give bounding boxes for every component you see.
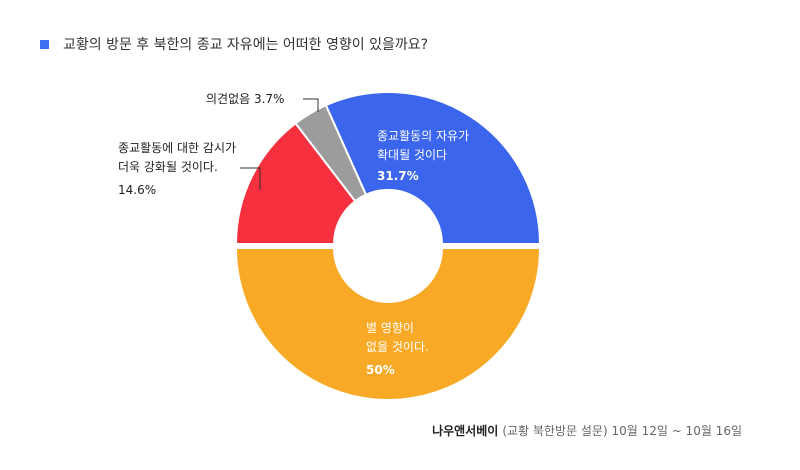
slice-label-no-opinion: 의견없음 3.7%: [206, 92, 284, 106]
leader-line-no-opinion: [303, 98, 319, 112]
slice-value-surveillance: 14.6%: [118, 183, 156, 197]
slice-no-opinion: [294, 103, 368, 203]
slice-freedom: [324, 91, 542, 245]
slice-value-freedom: 31.7%: [377, 169, 419, 183]
slice-label-no-effect-line1: 별 영향이: [366, 321, 414, 335]
source-detail: (교황 북한방문 설문) 10월 12일 ~ 10월 16일: [502, 424, 742, 438]
chart-title-row: 교황의 방문 후 북한의 종교 자유에는 어떠한 영향이 있을까요?: [40, 34, 428, 54]
slice-label-surveillance-line2: 더욱 강화될 것이다.: [118, 160, 218, 174]
slice-surveillance: [234, 121, 357, 245]
slice-label-freedom-line1: 종교활동의 자유가: [377, 129, 469, 143]
title-marker-icon: [40, 39, 49, 49]
source-brand: 나우앤서베이: [432, 424, 499, 438]
slice-value-no-effect: 50%: [366, 363, 395, 377]
source-line: 나우앤서베이 (교황 북한방문 설문) 10월 12일 ~ 10월 16일: [432, 422, 742, 439]
slice-label-no-effect-line2: 없을 것이다.: [366, 340, 429, 354]
slice-label-freedom-line2: 확대될 것이다: [377, 148, 447, 162]
slice-label-surveillance-line1: 종교활동에 대한 감시가: [118, 141, 236, 155]
leader-line-surveillance: [240, 167, 261, 190]
chart-title: 교황의 방문 후 북한의 종교 자유에는 어떠한 영향이 있을까요?: [63, 37, 429, 53]
slice-no-effect: [234, 247, 542, 401]
